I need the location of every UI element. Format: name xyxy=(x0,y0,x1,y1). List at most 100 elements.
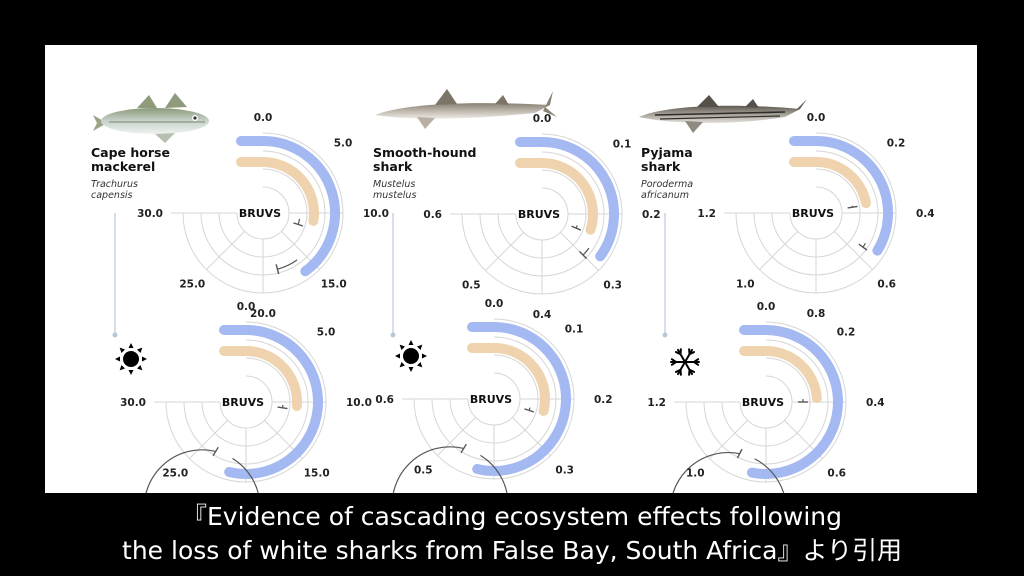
radial-chart-figure: Cape horse mackerel Trachurus capensis BRUVS… xyxy=(91,89,935,570)
tick-label: 0.3 xyxy=(603,280,622,292)
sun-icon xyxy=(395,340,427,372)
center-label: BRUVS xyxy=(222,396,264,409)
center-label: BRUVS xyxy=(792,207,834,220)
pyjama-shark-radial-chart-2: BRUVS 0.0 0.2 0.4 0.6 0.8 1.0 1.2 xyxy=(647,301,885,570)
tick-label: 1.0 xyxy=(736,279,755,291)
tick-label: 0.4 xyxy=(533,309,552,321)
outer-error-cap xyxy=(275,264,280,275)
tick-label: 0.6 xyxy=(423,209,442,221)
horse-mackerel-radial-chart-2: BRUVS 0.0 5.0 10.0 15.0 20.0 25.0 30.0 xyxy=(115,301,372,567)
inner-bar xyxy=(537,158,598,235)
tick-label: 25.0 xyxy=(179,279,205,291)
outer-error-whisker xyxy=(277,259,298,270)
grid-ring xyxy=(236,186,290,240)
inner-error-cap xyxy=(571,225,582,231)
horse-mackerel-radial-chart-1: BRUVS 0.0 5.0 10.0 15.0 20.0 25.0 30.0 xyxy=(137,112,389,320)
tick-label: 25.0 xyxy=(162,468,188,480)
tick-label: 0.1 xyxy=(565,323,584,335)
outer-bar xyxy=(811,136,893,256)
tick-label: 0.1 xyxy=(613,138,632,150)
smooth-hound-shark-illustration xyxy=(375,89,557,129)
tick-label: 0.2 xyxy=(594,394,613,406)
tick-label: 1.2 xyxy=(647,397,666,409)
species-latin-name: Poroderma africanum xyxy=(641,179,693,201)
outer-bar xyxy=(472,322,571,476)
outer-error-cap xyxy=(212,446,219,457)
snowflake-icon xyxy=(670,348,700,376)
tick-label: 0.4 xyxy=(916,208,935,220)
outer-error-cap xyxy=(460,443,467,454)
citation-caption: 『Evidence of cascading ecosystem effects… xyxy=(0,500,1024,568)
outer-error-cap xyxy=(736,448,743,459)
connector-dot xyxy=(112,332,118,338)
inner-error-cap xyxy=(524,408,535,413)
outer-error-whisker xyxy=(582,247,590,256)
grid-spoke xyxy=(560,232,599,271)
inner-bar xyxy=(489,343,550,416)
inner-bar xyxy=(761,346,822,403)
tick-label: 0.4 xyxy=(866,397,885,409)
species-common-name: Pyjama shark xyxy=(641,145,693,174)
smooth-hound-radial-chart-2: BRUVS 0.0 0.1 0.2 0.3 0.4 0.5 0.6 xyxy=(375,298,613,564)
grid-spoke xyxy=(206,231,245,270)
horse-mackerel-illustration xyxy=(93,93,209,143)
tick-label: 0.0 xyxy=(757,301,776,313)
smooth-hound-chart-group: Smooth-hound shark Mustelus mustelus BRUVS 0.… xyxy=(373,113,661,564)
center-label: BRUVS xyxy=(518,208,560,221)
species-common-name: Smooth-hound shark xyxy=(373,145,477,174)
connector-dot xyxy=(390,332,396,338)
inner-error-whisker xyxy=(297,218,301,225)
outer-error-cap xyxy=(578,250,588,260)
inner-error-cap xyxy=(293,222,304,227)
grid-ring xyxy=(219,375,273,429)
grid-ring xyxy=(739,375,793,429)
tick-label: 0.6 xyxy=(827,468,846,480)
caption-line-2: the loss of white sharks from False Bay,… xyxy=(122,536,902,565)
pyjama-shark-radial-chart-1: BRUVS 0.0 0.2 0.4 0.6 0.8 1.0 1.2 xyxy=(697,112,934,320)
tick-label: 0.2 xyxy=(642,209,661,221)
species-common-name: Cape horse mackerel xyxy=(91,145,170,174)
tick-label: 0.0 xyxy=(533,113,552,125)
grid-spoke xyxy=(189,420,228,459)
grid-ring xyxy=(515,187,569,241)
tick-label: 1.2 xyxy=(697,208,716,220)
species-latin-name: Trachurus capensis xyxy=(91,179,138,201)
inner-bar xyxy=(241,346,302,411)
tick-label: 5.0 xyxy=(317,326,336,338)
pyjama-shark-illustration xyxy=(639,95,807,133)
grid-spoke xyxy=(834,231,873,270)
grid-spoke xyxy=(437,417,476,456)
center-label: BRUVS xyxy=(470,393,512,406)
tick-label: 30.0 xyxy=(120,397,146,409)
grid-spoke xyxy=(759,231,798,270)
tick-label: 0.0 xyxy=(237,301,256,313)
outer-bar xyxy=(537,137,619,262)
tick-label: 1.0 xyxy=(686,468,705,480)
outer-bar xyxy=(224,325,323,479)
smooth-hound-radial-chart-1: BRUVS 0.0 0.1 0.2 0.3 0.4 0.5 0.6 xyxy=(423,113,660,321)
tick-label: 0.8 xyxy=(807,308,826,320)
tick-label: 15.0 xyxy=(321,279,347,291)
grid-spoke xyxy=(709,420,748,459)
horse-mackerel-chart-group: Cape horse mackerel Trachurus capensis BRUVS… xyxy=(91,112,389,567)
inner-error-cap xyxy=(847,205,858,209)
grid-ring xyxy=(789,186,843,240)
outer-bar xyxy=(746,325,843,479)
caption-line-1: 『Evidence of cascading ecosystem effects… xyxy=(181,502,843,531)
species-latin-name: Mustelus mustelus xyxy=(373,179,416,201)
tick-label: 0.5 xyxy=(414,465,433,477)
tick-label: 0.2 xyxy=(887,137,906,149)
tick-label: 10.0 xyxy=(363,208,389,220)
center-label: BRUVS xyxy=(742,396,784,409)
sun-icon xyxy=(115,343,147,375)
tick-label: 30.0 xyxy=(137,208,163,220)
tick-label: 10.0 xyxy=(346,397,372,409)
connector-dot xyxy=(662,332,668,338)
figure-panel: Cape horse mackerel Trachurus capensis BRUVS… xyxy=(45,45,977,570)
center-label: BRUVS xyxy=(239,207,281,220)
tick-label: 0.0 xyxy=(254,112,273,124)
inner-bar xyxy=(258,157,319,226)
pyjama-shark-chart-group: Pyjama shark Poroderma africanum BRUVS 0.0 0.2… xyxy=(641,112,935,570)
tick-label: 0.0 xyxy=(485,298,504,310)
inner-error-cap xyxy=(277,406,288,410)
